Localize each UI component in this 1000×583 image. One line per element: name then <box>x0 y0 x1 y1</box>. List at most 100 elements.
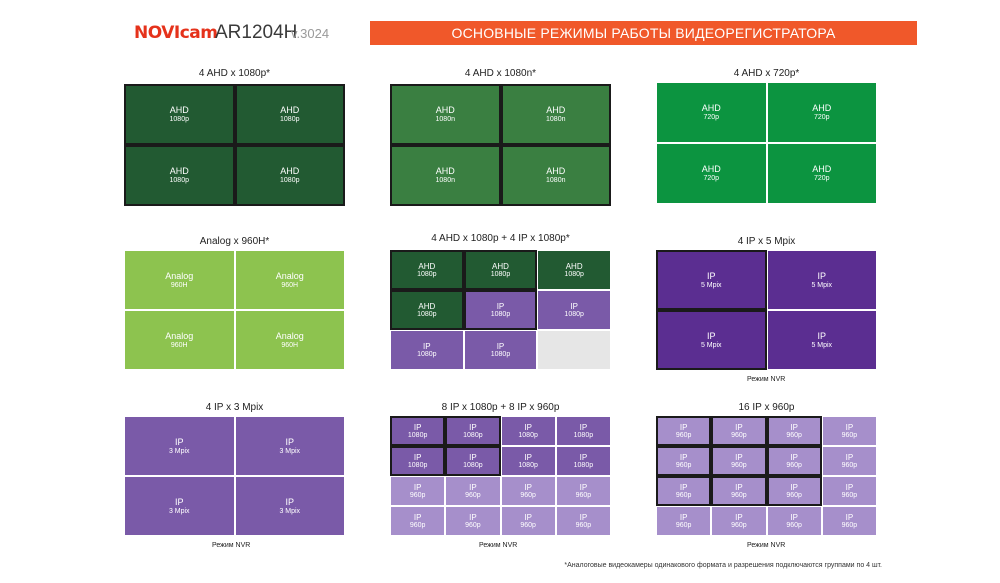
channel-resolution: 720p <box>813 175 830 182</box>
channel-type: IP <box>174 436 184 447</box>
channel-resolution: 960p <box>520 521 536 529</box>
channel-type: IP <box>679 482 688 492</box>
channel-type: IP <box>570 301 578 311</box>
channel-cell: AHD 1080p <box>234 84 345 145</box>
channel-cell: IP 960p <box>711 506 767 536</box>
channel-resolution: 960p <box>731 431 747 439</box>
channel-cell: Analog 960H <box>124 250 235 310</box>
channel-type: Analog <box>165 270 194 281</box>
channel-type: Analog <box>165 330 194 341</box>
model-version: v.3024 <box>291 26 330 41</box>
channel-type: IP <box>706 270 716 281</box>
channel-resolution: 1080p <box>417 350 437 358</box>
channel-cell: IP 1080p <box>445 446 501 476</box>
channel-cell: IP 960p <box>766 506 822 536</box>
channel-cell: IP 960p <box>711 416 767 446</box>
channel-cell: AHD 1080n <box>500 145 611 206</box>
channel-resolution: 1080p <box>169 116 189 123</box>
channel-type: IP <box>579 512 588 522</box>
channel-cell: AHD 720p <box>766 143 877 204</box>
channel-resolution: 1080p <box>490 350 511 358</box>
channel-resolution: 960p <box>675 461 692 469</box>
logo: NOVIcam <box>134 23 218 43</box>
panel-title-2: 4 AHD x 1080n* <box>464 68 537 79</box>
channel-cell: IP 960p <box>821 506 877 536</box>
channel-cell: IP 960p <box>711 446 767 476</box>
channel-resolution: 720p <box>703 114 720 121</box>
channel-cell: IP 960p <box>500 476 556 506</box>
channel-resolution: 960H <box>170 281 188 289</box>
channel-cell: IP 1080p <box>555 416 611 446</box>
channel-resolution: 1080p <box>407 431 428 439</box>
channel-resolution: 1080p <box>564 310 584 318</box>
channel-resolution: 960H <box>170 341 188 349</box>
layout-grid-2: AHD 1080n AHD 1080n AHD 1080n AHD 1080n <box>390 84 611 206</box>
channel-type: IP <box>469 512 477 522</box>
channel-type: IP <box>735 422 743 432</box>
channel-type: AHD <box>812 103 832 113</box>
channel-cell: AHD 720p <box>656 82 767 143</box>
channel-cell: AHD 1080p <box>390 290 464 330</box>
channel-type: IP <box>524 482 532 492</box>
channel-type: AHD <box>435 105 455 115</box>
channel-type: IP <box>845 482 854 492</box>
channel-resolution: 1080p <box>280 116 300 123</box>
caption-nvr-6: Режим NVR <box>747 376 786 383</box>
channel-cell: IP 5 Mpix <box>766 310 877 370</box>
channel-resolution: 1080p <box>490 270 511 278</box>
channel-cell: IP 960p <box>821 476 877 506</box>
channel-resolution: 1080n <box>435 177 455 184</box>
channel-resolution: 3 Mpix <box>279 447 301 455</box>
channel-cell: IP 960p <box>555 476 611 506</box>
channel-type: IP <box>790 482 798 492</box>
channel-type: IP <box>524 452 532 462</box>
caption-nvr-9: Режим NVR <box>747 542 786 549</box>
channel-resolution: 1080p <box>490 310 511 318</box>
layout-grid-4: Analog 960H Analog 960H Analog 960H Analog 960H <box>124 250 345 370</box>
channel-type: IP <box>413 452 422 462</box>
channel-type: IP <box>579 482 588 492</box>
channel-cell: AHD 1080p <box>124 84 235 145</box>
channel-cell: AHD 1080n <box>390 145 501 206</box>
channel-resolution: 960p <box>465 521 481 529</box>
channel-resolution: 720p <box>813 114 830 121</box>
channel-cell: AHD 1080p <box>234 145 345 206</box>
channel-resolution: 1080p <box>518 431 538 439</box>
channel-cell: IP 960p <box>445 506 501 536</box>
channel-cell: IP 960p <box>445 476 501 506</box>
channel-resolution: 1080p <box>564 270 584 278</box>
layout-grid-7: IP 3 Mpix IP 3 Mpix IP 3 Mpix IP 3 Mpix <box>124 416 345 536</box>
channel-type: IP <box>735 482 743 492</box>
channel-resolution: 1080p <box>463 461 483 469</box>
layout-grid-9: IP 960p IP 960p IP 960p IP 960p IP 960p IP 960p IP 96… <box>656 416 877 536</box>
channel-type: AHD <box>418 301 436 311</box>
channel-type: IP <box>413 422 422 432</box>
layout-grid-1: AHD 1080p AHD 1080p AHD 1080p AHD 1080p <box>124 84 345 206</box>
channel-type: IP <box>469 482 477 492</box>
channel-cell: IP 1080p <box>500 446 556 476</box>
channel-resolution: 960p <box>841 521 858 529</box>
channel-cell: IP 1080p <box>390 446 446 476</box>
channel-resolution: 960p <box>731 521 747 529</box>
channel-resolution: 960p <box>675 491 692 499</box>
channel-resolution: 960H <box>281 281 299 289</box>
channel-type: IP <box>579 422 588 432</box>
channel-type: IP <box>817 270 826 281</box>
channel-resolution: 960p <box>841 461 858 469</box>
channel-type: IP <box>845 422 854 432</box>
channel-resolution: 960p <box>786 521 802 529</box>
channel-resolution: 960p <box>409 491 426 499</box>
channel-type: IP <box>423 341 431 351</box>
channel-resolution: 1080n <box>546 116 566 123</box>
channel-type: IP <box>679 422 688 432</box>
panel-title-4: Analog x 960H* <box>199 236 270 247</box>
channel-type: AHD <box>812 164 832 174</box>
channel-type: AHD <box>701 103 721 113</box>
channel-cell: IP 3 Mpix <box>124 476 235 536</box>
channel-type: AHD <box>280 166 300 176</box>
channel-type: IP <box>790 422 798 432</box>
channel-type: IP <box>524 512 532 522</box>
channel-cell: IP 1080p <box>537 290 611 330</box>
channel-resolution: 1080p <box>417 270 437 278</box>
channel-cell: IP 960p <box>555 506 611 536</box>
